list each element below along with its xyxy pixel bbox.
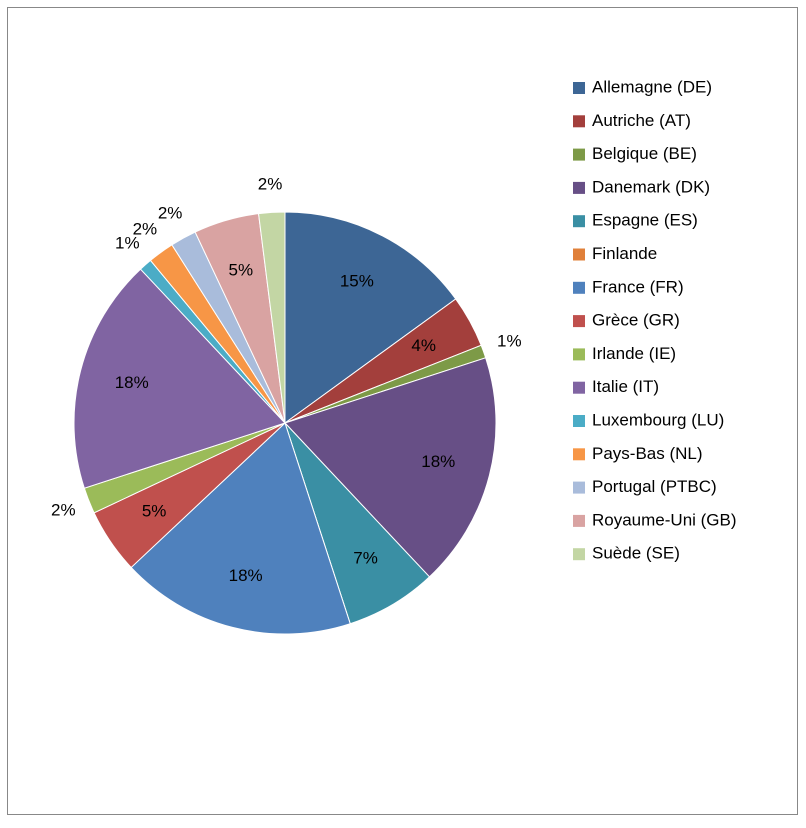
data-label: 7% bbox=[353, 549, 378, 568]
legend-swatch bbox=[573, 448, 585, 461]
data-label: 2% bbox=[51, 500, 76, 519]
data-label: 1% bbox=[497, 332, 522, 351]
legend-swatch bbox=[573, 181, 585, 194]
legend-swatch bbox=[573, 315, 585, 328]
data-label: 18% bbox=[229, 566, 263, 585]
data-label: 18% bbox=[115, 373, 149, 392]
legend-swatch bbox=[573, 348, 585, 361]
pie-slice bbox=[73, 268, 286, 489]
legend-swatch bbox=[573, 514, 585, 527]
pie-slice bbox=[284, 357, 497, 578]
legend-swatch bbox=[573, 248, 585, 261]
legend-swatch bbox=[573, 115, 585, 128]
legend-label: Finlande bbox=[592, 244, 657, 263]
data-label: 2% bbox=[158, 204, 183, 223]
legend-label: Espagne (ES) bbox=[592, 211, 698, 230]
legend-label: Autriche (AT) bbox=[592, 111, 691, 130]
legend-label: Luxembourg (LU) bbox=[592, 410, 724, 429]
legend-swatch bbox=[573, 481, 585, 494]
data-label: 5% bbox=[142, 501, 167, 520]
legend-label: Allemagne (DE) bbox=[592, 77, 712, 96]
data-label: 18% bbox=[421, 452, 455, 471]
legend-label: Portugal (PTBC) bbox=[592, 477, 717, 496]
legend-swatch bbox=[573, 381, 585, 394]
data-label: 1% bbox=[115, 234, 140, 253]
legend-swatch bbox=[573, 415, 585, 427]
legend-label: Belgique (BE) bbox=[592, 144, 697, 163]
legend-label: Grèce (GR) bbox=[592, 311, 680, 330]
legend-label: France (FR) bbox=[592, 277, 684, 296]
legend-label: Irlande (IE) bbox=[592, 344, 676, 363]
legend-label: Suède (SE) bbox=[592, 544, 680, 563]
legend-swatch bbox=[573, 548, 585, 561]
legend-label: Pays-Bas (NL) bbox=[592, 444, 703, 463]
pie-slice bbox=[130, 422, 351, 635]
legend-label: Danemark (DK) bbox=[592, 177, 710, 196]
data-label: 5% bbox=[229, 261, 254, 280]
legend-label: Italie (IT) bbox=[592, 377, 659, 396]
data-label: 15% bbox=[340, 271, 374, 290]
legend-label: Royaume-Uni (GB) bbox=[592, 510, 737, 529]
data-label: 4% bbox=[411, 336, 436, 355]
legend-swatch bbox=[573, 148, 585, 161]
data-label: 2% bbox=[258, 175, 283, 194]
pie-slice bbox=[257, 211, 286, 424]
legend-swatch bbox=[573, 82, 585, 94]
legend-swatch bbox=[573, 281, 585, 294]
pie-slice bbox=[284, 211, 457, 424]
data-label: 2% bbox=[133, 220, 158, 239]
legend-swatch bbox=[573, 215, 585, 228]
